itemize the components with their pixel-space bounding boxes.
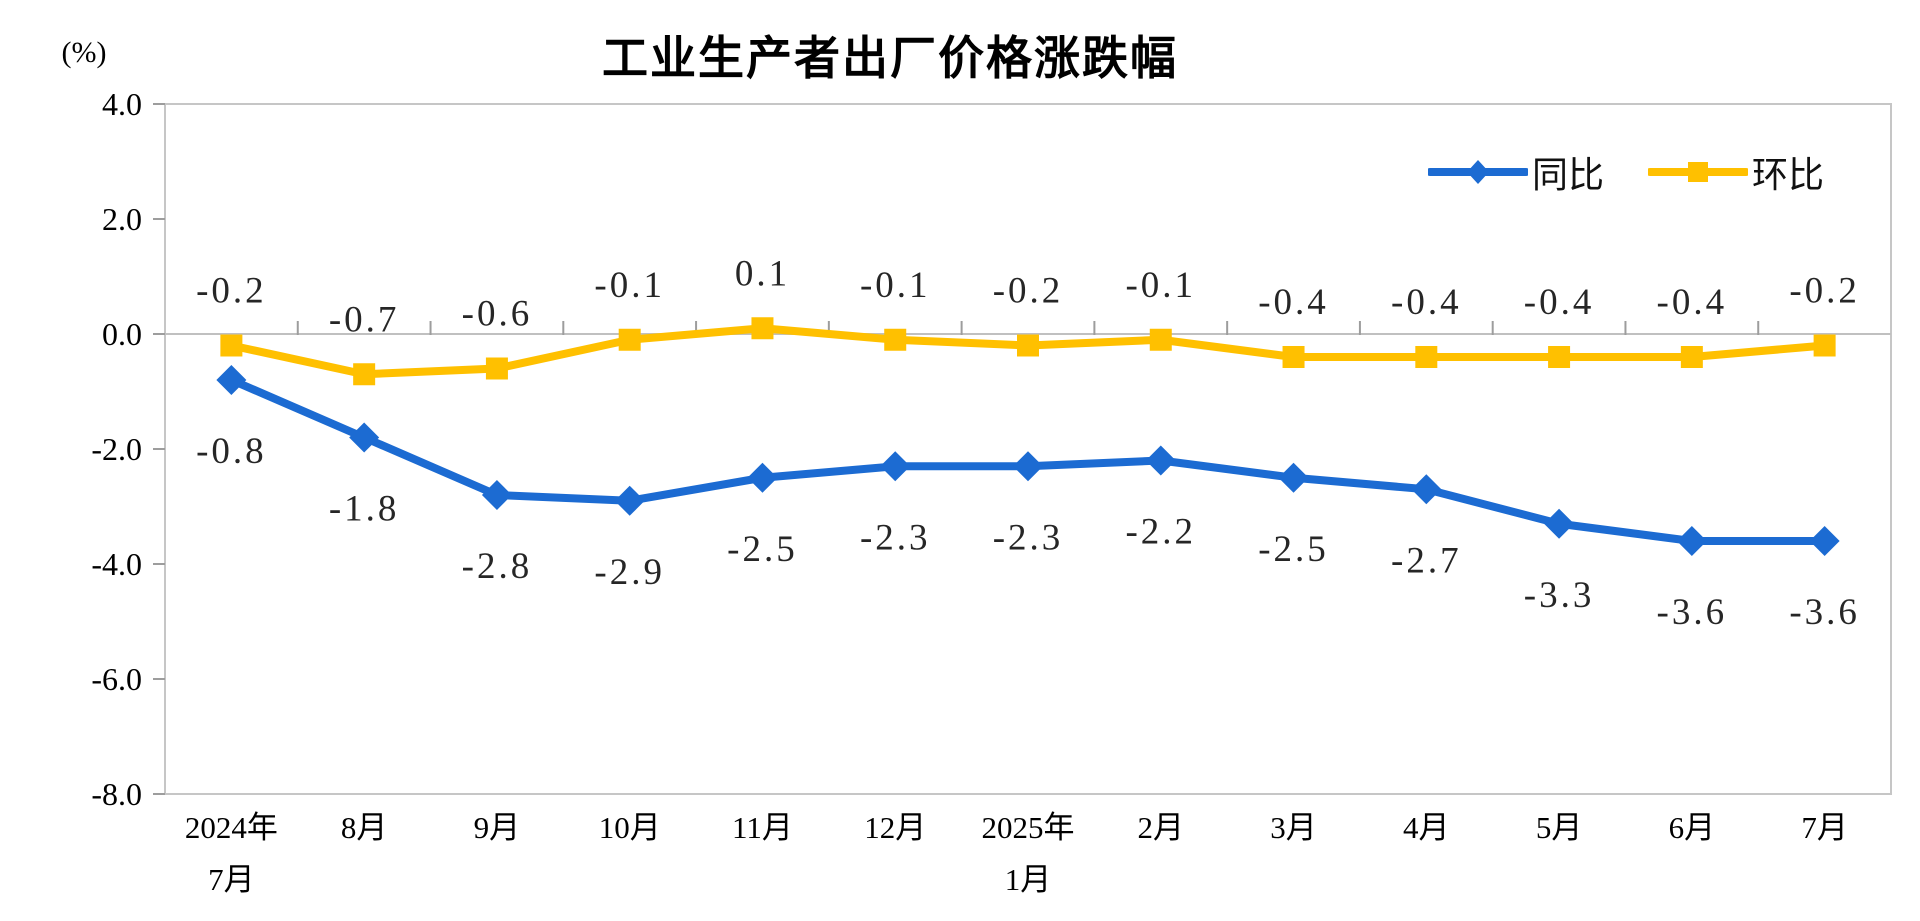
data-label-同比: -3.3 <box>1524 575 1595 616</box>
y-axis-label: 2.0 <box>102 201 142 237</box>
y-axis-label: 0.0 <box>102 316 142 352</box>
legend-swatch-环比 <box>1648 162 1749 182</box>
series-marker-同比 <box>349 422 380 453</box>
y-axis-label: -6.0 <box>91 661 142 697</box>
x-axis-label: 6月 <box>1669 810 1716 845</box>
data-label-同比: -2.5 <box>1258 529 1329 570</box>
y-axis-label: -8.0 <box>91 776 142 812</box>
x-axis-label: 3月 <box>1270 810 1317 845</box>
series-marker-环比 <box>1813 334 1836 357</box>
data-label-环比: -0.1 <box>1125 265 1196 306</box>
data-label-同比: -3.6 <box>1789 592 1860 633</box>
series-marker-环比 <box>1017 334 1039 357</box>
series-marker-同比 <box>1278 462 1309 493</box>
plot-border <box>164 103 1892 795</box>
chart-legend: 同比 环比 <box>1428 146 1824 198</box>
series-marker-环比 <box>353 363 376 386</box>
data-label-环比: -0.2 <box>196 271 267 312</box>
series-marker-环比 <box>1282 346 1305 368</box>
series-marker-同比 <box>1809 526 1840 556</box>
y-axis-label: -4.0 <box>91 546 142 582</box>
legend-swatch-同比 <box>1428 160 1528 184</box>
series-marker-同比 <box>1676 526 1707 556</box>
data-label-环比: -0.2 <box>1789 271 1860 312</box>
series-marker-同比 <box>1544 508 1575 539</box>
series-marker-同比 <box>880 451 911 482</box>
data-label-同比: -3.6 <box>1657 592 1728 633</box>
series-marker-同比 <box>481 480 512 510</box>
data-label-同比: -0.8 <box>196 431 267 472</box>
series-marker-环比 <box>1415 346 1438 368</box>
series-marker-环比 <box>751 317 774 340</box>
y-axis-label: 4.0 <box>102 86 142 122</box>
legend-item-同比: 同比 <box>1428 146 1604 198</box>
x-axis-label: 10月 <box>599 810 661 845</box>
data-label-环比: -0.2 <box>993 271 1064 312</box>
legend-item-环比: 环比 <box>1648 146 1824 198</box>
x-axis-label: 8月 <box>341 810 388 845</box>
data-label-环比: -0.4 <box>1524 282 1595 323</box>
data-label-同比: -2.7 <box>1391 540 1462 581</box>
series-marker-同比 <box>747 462 778 493</box>
series-marker-环比 <box>485 357 508 380</box>
x-axis-label: 5月 <box>1536 810 1583 845</box>
series-marker-环比 <box>618 328 641 351</box>
y-axis-label: -2.0 <box>91 431 142 467</box>
data-label-同比: -2.2 <box>1125 512 1196 553</box>
x-axis-label: 2月 <box>1138 810 1185 845</box>
x-axis-label: 2024年 7月 <box>185 810 278 897</box>
series-marker-环比 <box>1548 346 1571 368</box>
series-marker-同比 <box>614 485 645 516</box>
series-marker-环比 <box>220 334 243 357</box>
data-label-环比: -0.7 <box>329 299 400 340</box>
series-marker-同比 <box>216 365 247 395</box>
data-label-环比: 0.1 <box>735 253 790 294</box>
data-label-环比: -0.4 <box>1258 282 1329 323</box>
data-label-环比: -0.1 <box>860 265 931 306</box>
data-label-环比: -0.4 <box>1391 282 1462 323</box>
x-axis-label: 2025年 1月 <box>982 810 1075 897</box>
x-axis-label: 7月 <box>1801 810 1848 845</box>
data-label-同比: -2.3 <box>993 517 1064 558</box>
legend-label-同比: 同比 <box>1532 155 1605 195</box>
series-marker-同比 <box>1411 474 1442 505</box>
series-marker-同比 <box>1013 451 1043 482</box>
data-label-环比: -0.4 <box>1657 282 1728 323</box>
series-marker-环比 <box>1680 346 1703 368</box>
data-label-同比: -2.5 <box>727 529 798 570</box>
data-label-环比: -0.1 <box>594 265 665 306</box>
x-axis-label: 11月 <box>732 810 793 845</box>
x-axis-label: 12月 <box>864 810 926 845</box>
data-label-同比: -1.8 <box>329 489 400 530</box>
data-label-环比: -0.6 <box>462 294 533 335</box>
data-label-同比: -2.8 <box>462 546 533 587</box>
series-marker-环比 <box>1149 328 1172 351</box>
series-marker-环比 <box>884 328 907 351</box>
y-axis-unit-label: (%) <box>62 36 107 69</box>
x-axis-label: 4月 <box>1403 810 1450 845</box>
x-axis-label: 9月 <box>474 810 521 845</box>
legend-label-环比: 环比 <box>1752 155 1825 195</box>
chart-title: 工业生产者出厂价格涨跌幅 <box>602 32 1178 84</box>
data-label-同比: -2.9 <box>594 552 665 593</box>
series-marker-同比 <box>1145 445 1176 476</box>
data-label-同比: -2.3 <box>860 517 931 558</box>
